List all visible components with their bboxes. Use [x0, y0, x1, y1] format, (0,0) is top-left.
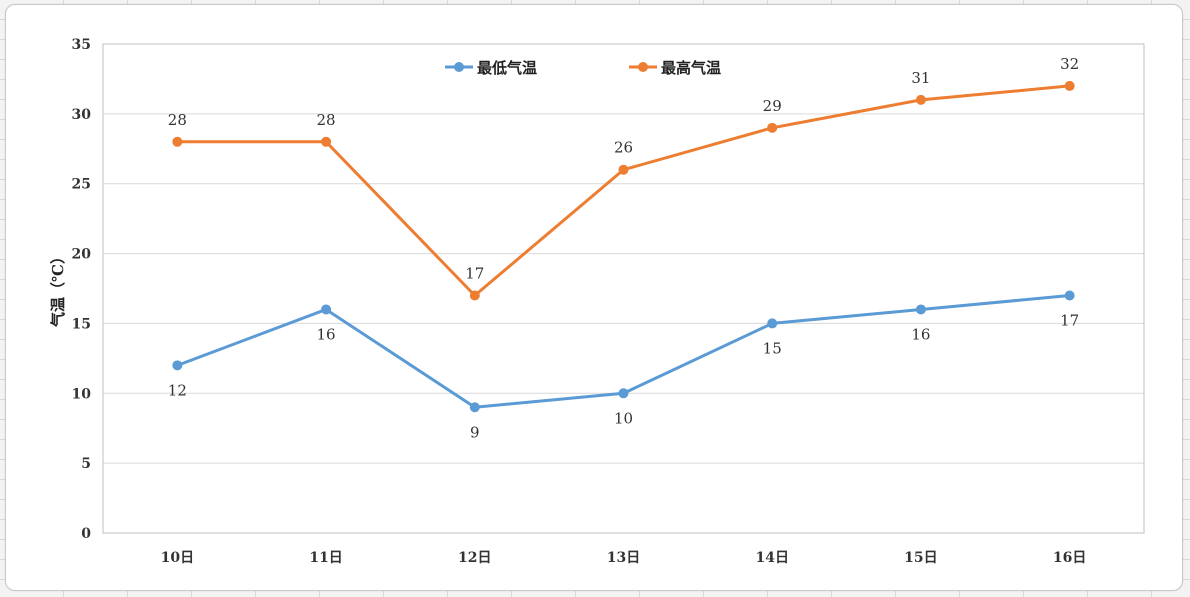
data-label: 28 [168, 111, 187, 129]
data-label: 10 [614, 409, 633, 427]
x-tick-label: 10日 [161, 550, 194, 566]
x-tick-label: 13日 [607, 550, 640, 566]
data-label: 29 [763, 97, 782, 115]
data-label: 31 [911, 69, 930, 87]
data-label: 12 [168, 381, 187, 399]
chart-container[interactable] [5, 4, 1183, 591]
y-tick-label: 30 [72, 107, 92, 123]
legend-item[interactable]: 最低气温 [445, 59, 537, 77]
series-group: 12 16 9 10 15 16 17 [168, 290, 1079, 441]
legend: 最低气温 最高气温 [445, 59, 721, 77]
data-point[interactable] [172, 360, 183, 371]
x-tick-label: 11日 [309, 550, 342, 566]
x-tick-label: 16日 [1053, 550, 1086, 566]
data-label: 26 [614, 139, 633, 157]
y-tick-label: 5 [81, 456, 91, 472]
data-label: 16 [317, 325, 336, 343]
series-line [177, 84, 1070, 297]
x-tick-label: 14日 [755, 550, 788, 566]
legend-item[interactable]: 最高气温 [629, 59, 721, 77]
data-point[interactable] [172, 136, 183, 147]
legend-marker-icon [638, 62, 648, 72]
data-label: 17 [465, 264, 484, 282]
data-point[interactable] [469, 402, 480, 413]
data-point[interactable] [321, 136, 332, 147]
x-axis-ticks: 10日 11日 12日 13日 14日 15日 16日 [161, 550, 1087, 566]
data-point[interactable] [915, 94, 926, 105]
legend-marker-icon [454, 62, 464, 72]
data-point[interactable] [767, 318, 778, 329]
data-point[interactable] [1064, 80, 1075, 91]
data-label: 16 [911, 325, 930, 343]
data-point[interactable] [469, 290, 480, 301]
y-tick-label: 15 [72, 316, 91, 332]
y-tick-label: 25 [72, 177, 91, 193]
data-label: 32 [1060, 55, 1079, 73]
series: 12 16 9 10 15 16 17 28 28 17 26 29 31 32 [168, 55, 1079, 441]
y-tick-label: 20 [72, 247, 92, 263]
x-tick-label: 15日 [904, 550, 937, 566]
legend-label: 最高气温 [661, 59, 721, 77]
y-tick-label: 0 [81, 526, 91, 542]
y-tick-label: 35 [72, 37, 91, 53]
data-point[interactable] [618, 388, 629, 399]
series-group: 28 28 17 26 29 31 32 [168, 55, 1079, 301]
data-point[interactable] [767, 122, 778, 133]
data-label: 17 [1060, 311, 1079, 329]
data-point[interactable] [1064, 290, 1075, 301]
data-label: 15 [763, 339, 782, 357]
y-tick-label: 10 [72, 386, 92, 402]
x-tick-label: 12日 [458, 550, 491, 566]
y-axis-ticks: 0 5 10 15 20 25 30 35 [72, 37, 92, 542]
data-point[interactable] [915, 304, 926, 315]
plot-area-border [102, 43, 1145, 534]
data-label: 9 [470, 423, 480, 441]
data-point[interactable] [618, 164, 629, 175]
legend-label: 最低气温 [477, 59, 537, 77]
data-label: 28 [317, 111, 336, 129]
y-axis-label: 气温（℃） [49, 249, 67, 328]
data-point[interactable] [321, 304, 332, 315]
